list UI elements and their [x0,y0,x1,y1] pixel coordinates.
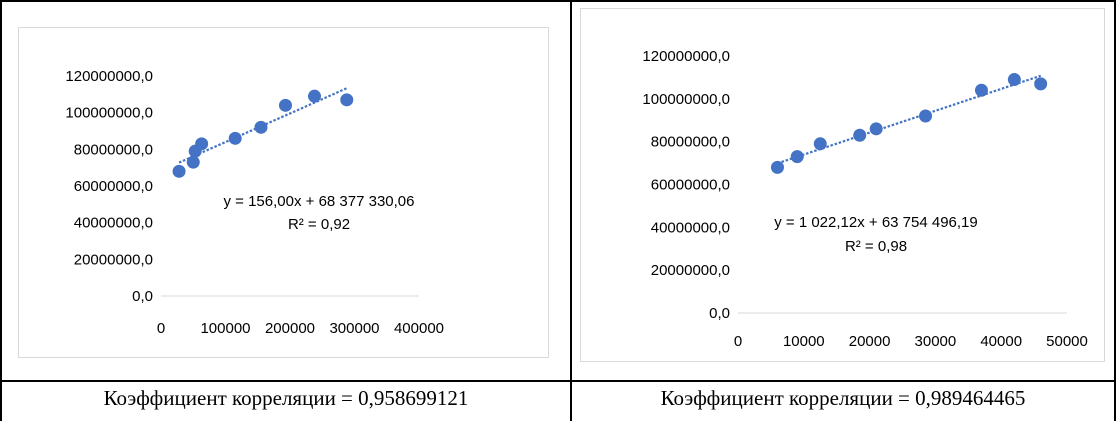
y-tick-label: 120000000,0 [642,48,730,65]
data-point [790,150,804,164]
x-tick-label: 30000 [915,333,957,350]
chart-left-svg: 0,0 20000000,0 40000000,0 60000000,0 8000000… [65,68,444,337]
x-tick-label: 50000 [1046,333,1088,350]
correlation-caption-left: Коэффициент корреляции = 0,958699121 [103,386,469,410]
data-point [869,122,883,136]
data-point [1007,73,1021,87]
y-tick-label: 40000000,0 [74,215,153,232]
data-point [770,160,784,174]
data-point [278,98,292,112]
data-point [853,128,867,142]
x-tick-label: 20000 [849,333,891,350]
data-point [813,137,827,151]
y-tick-label: 20000000,0 [74,251,153,268]
y-tick-label: 0,0 [709,305,730,322]
trendline [777,74,1042,165]
data-point [254,120,268,134]
data-point [308,89,322,103]
x-tick-label: 10000 [783,333,825,350]
data-point [172,164,186,178]
x-tick-label: 400000 [394,320,444,337]
y-tick-label: 60000000,0 [74,178,153,195]
chart-left-area: 0,0 20000000,0 40000000,0 60000000,0 8000000… [18,27,549,358]
table-border-left [0,0,2,421]
y-tick-label: 100000000,0 [642,91,730,108]
x-tick-label: 300000 [329,320,379,337]
y-tick-label: 100000000,0 [65,105,153,122]
data-point [974,83,988,97]
table-column-divider [570,0,572,421]
x-tick-label: 100000 [200,320,250,337]
y-tick-label: 80000000,0 [74,141,153,158]
data-point [340,93,354,107]
y-tick-label: 120000000,0 [65,68,153,85]
correlation-caption-right: Коэффициент корреляции = 0,989464465 [660,386,1026,410]
data-point [186,155,200,169]
y-tick-label: 60000000,0 [651,177,730,194]
data-point [919,109,933,123]
table-row-divider [0,380,1116,382]
data-point [195,137,209,151]
r-squared-label: R² = 0,92 [288,216,350,233]
x-tick-label: 200000 [265,320,315,337]
table-border-top [0,0,1116,2]
trendline-equation: y = 1 022,12x + 63 754 496,19 [774,214,978,231]
x-tick-label: 40000 [980,333,1022,350]
y-tick-label: 20000000,0 [651,262,730,279]
data-point [228,131,242,145]
y-tick-label: 80000000,0 [651,134,730,151]
trendline-equation: y = 156,00x + 68 377 330,06 [224,193,415,210]
table-border-right [1114,0,1116,421]
chart-right-svg: 0,0 20000000,0 40000000,0 60000000,0 8000000… [642,48,1088,350]
x-tick-label: 0 [734,333,742,350]
chart-right-area: 0,0 20000000,0 40000000,0 60000000,0 8000000… [580,8,1105,362]
x-tick-label: 0 [157,320,165,337]
y-tick-label: 40000000,0 [651,219,730,236]
r-squared-label: R² = 0,98 [845,238,907,255]
y-tick-label: 0,0 [132,288,153,305]
data-point [1034,77,1048,91]
